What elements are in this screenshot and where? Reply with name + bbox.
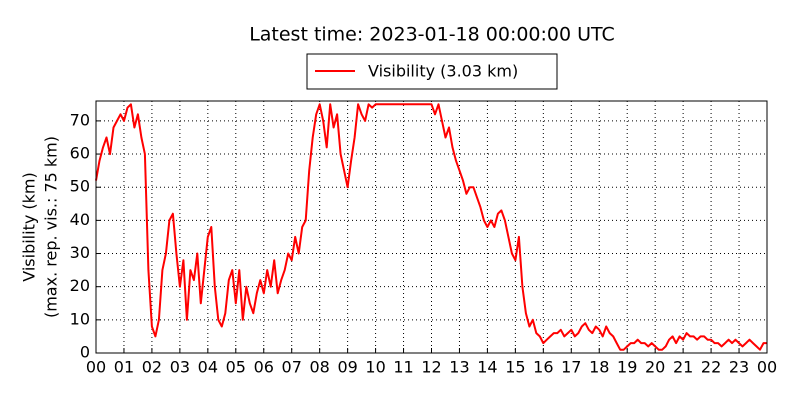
x-tick-label: 22 [701,358,721,377]
x-tick-label: 05 [226,358,246,377]
y-tick-label: 20 [70,276,90,295]
x-tick-label: 00 [86,358,106,377]
x-tick-label: 03 [170,358,190,377]
legend-label: Visibility (3.03 km) [368,62,518,81]
data-line [95,103,767,351]
x-tick-label: 07 [282,358,302,377]
plot-frame [95,100,768,354]
x-tick-label: 02 [142,358,162,377]
x-tick-label: 21 [673,358,693,377]
y-tick-label: 30 [70,243,90,262]
x-tick-label: 01 [114,358,134,377]
x-tick-label: 06 [254,358,274,377]
y-axis-label: Visibility (km) [20,172,39,281]
x-tick-label: 09 [337,358,357,377]
x-tick-label: 04 [198,358,218,377]
y-tick-label: 10 [70,309,90,328]
y-tick-label: 0 [80,343,90,362]
x-tick-label: 13 [449,358,469,377]
y-axis-label: (max. rep. vis.: 75 km) [42,136,61,318]
x-tick-label: 17 [561,358,581,377]
x-tick-label: 15 [505,358,525,377]
y-tick-label: 50 [70,177,90,196]
chart-title: Latest time: 2023-01-18 00:00:00 UTC [249,24,615,46]
x-tick-label: 14 [477,358,497,377]
x-tick-label: 11 [393,358,413,377]
y-tick-label: 60 [70,144,90,163]
x-tick-label: 23 [729,358,749,377]
x-tick-label: 00 [757,358,777,377]
x-tick-label: 10 [365,358,385,377]
x-tick-label: 19 [617,358,637,377]
x-tick-label: 16 [533,358,553,377]
x-tick-label: 20 [645,358,665,377]
y-tick-label: 40 [70,210,90,229]
x-tick-label: 08 [309,358,329,377]
x-tick-label: 18 [589,358,609,377]
y-tick-label: 70 [70,110,90,129]
x-tick-label: 12 [421,358,441,377]
